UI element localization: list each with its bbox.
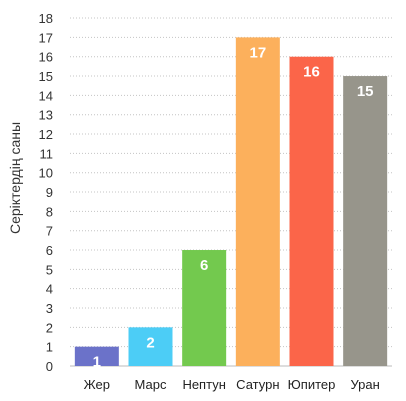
y-tick-label: 15 <box>39 69 53 84</box>
bars <box>74 37 388 367</box>
y-axis-label: Серіктердің саны <box>7 122 23 234</box>
y-tick-label: 13 <box>39 108 53 123</box>
y-tick-label: 2 <box>46 320 53 335</box>
y-tick-label: 1 <box>46 340 53 355</box>
y-tick-label: 14 <box>39 88 53 103</box>
y-tick-label: 4 <box>46 282 53 297</box>
bar <box>343 76 388 367</box>
y-tick-label: 12 <box>39 127 53 142</box>
y-tick-label: 16 <box>39 50 53 65</box>
y-tick-label: 8 <box>46 204 53 219</box>
x-tick-label: Сатурн <box>236 377 279 392</box>
x-tick-label: Юпитер <box>288 377 336 392</box>
x-tick-label: Нептун <box>182 377 225 392</box>
x-axis-labels: Жер Марс Нептун Сатурн Юпитер Уран <box>84 377 380 392</box>
y-tick-label: 18 <box>39 11 53 26</box>
y-tick-label: 3 <box>46 301 53 316</box>
y-tick-label: 9 <box>46 185 53 200</box>
data-label: 1 <box>93 354 101 371</box>
y-tick-label: 5 <box>46 262 53 277</box>
bar <box>235 37 280 366</box>
x-tick-label: Уран <box>351 377 380 392</box>
data-label: 6 <box>200 257 208 274</box>
y-tick-label: 0 <box>46 359 53 374</box>
data-label: 16 <box>303 64 320 81</box>
bar <box>128 327 173 366</box>
bar <box>289 56 334 366</box>
y-tick-label: 10 <box>39 166 53 181</box>
y-tick-label: 11 <box>40 146 54 161</box>
data-label: 15 <box>357 83 374 100</box>
y-tick-label: 6 <box>46 243 53 258</box>
data-label: 17 <box>249 44 266 61</box>
y-tick-label: 17 <box>39 30 53 45</box>
bar <box>74 346 119 366</box>
data-labels: 1 2 6 17 16 15 <box>93 44 374 370</box>
bar <box>182 250 227 366</box>
data-label: 2 <box>146 334 154 351</box>
x-tick-label: Жер <box>84 377 110 392</box>
y-tick-label: 7 <box>46 224 53 239</box>
x-tick-label: Марс <box>135 377 167 392</box>
grid-lines <box>70 17 392 367</box>
